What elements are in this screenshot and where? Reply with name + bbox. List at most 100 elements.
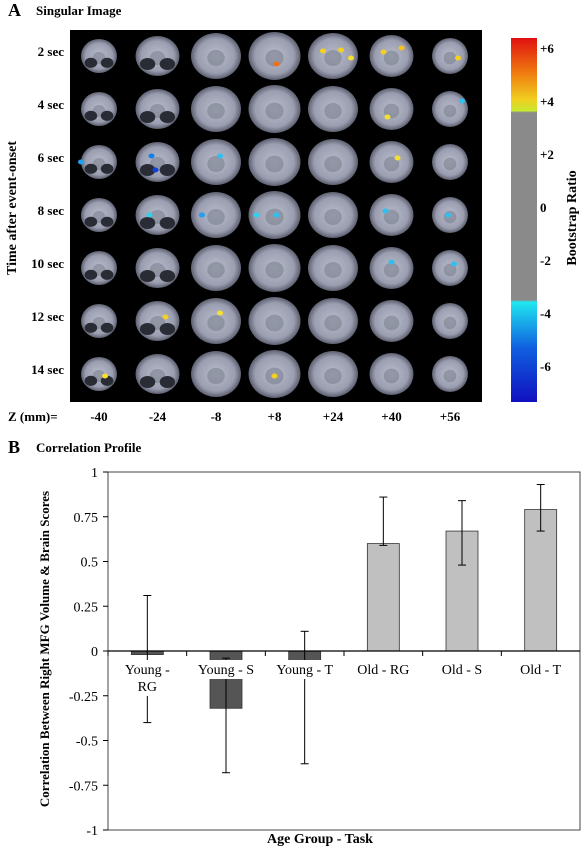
y-tick-label: -1 (86, 824, 98, 839)
row-label: 14 sec (31, 362, 64, 377)
brain-slice (369, 300, 414, 342)
row-label: 10 sec (31, 256, 64, 271)
y-tick-label: -0.5 (76, 735, 98, 750)
brain-slice (248, 85, 301, 133)
y-tick-label: 0.75 (74, 511, 99, 526)
brain-slice (248, 138, 301, 186)
x-category-label: Young -RG (119, 660, 176, 696)
brain-slice (135, 142, 180, 182)
brain-slice (248, 32, 301, 80)
activation-blob (320, 48, 326, 54)
brain-slice (432, 250, 468, 286)
colorbar-tick-label: -4 (540, 306, 551, 321)
brain-slice (308, 245, 358, 291)
bar-chart: 1 0.75 0.5 0.25 0 -0.25 -0.5 -0.75 -1 Young -RG Yo… (69, 466, 581, 839)
colorbar-tick-label: -2 (540, 253, 551, 268)
activation-blob (338, 47, 344, 53)
z-value-label: -8 (210, 409, 222, 424)
x-category-label: Old - T (512, 660, 569, 679)
activation-blob (445, 212, 451, 218)
svg-text:Young - T: Young - T (276, 663, 333, 678)
brain-slice (248, 244, 301, 292)
activation-blob (394, 155, 401, 161)
brain-slice (135, 301, 180, 341)
colorbar-tick-label: -6 (540, 359, 551, 374)
brain-slice (135, 89, 180, 129)
activation-blob (384, 114, 391, 120)
brain-slice (81, 304, 117, 338)
z-value-label: -40 (90, 409, 108, 424)
brain-slice (135, 36, 180, 76)
x-category-label: Old - RG (351, 660, 416, 679)
brain-slice (308, 351, 358, 397)
activation-blob (459, 98, 465, 104)
svg-text:Old - T: Old - T (520, 663, 561, 678)
row-label: 4 sec (37, 97, 64, 112)
brain-slice (81, 357, 117, 391)
activation-blob (162, 314, 169, 320)
brain-slice (81, 198, 117, 232)
brain-slice (432, 38, 468, 74)
panel-a-letter: A (8, 0, 21, 20)
x-category-label: Old - S (433, 660, 491, 679)
activation-blob (388, 259, 395, 265)
activation-blob (217, 310, 223, 316)
z-label: Z (mm)= (8, 409, 58, 424)
brain-slice (81, 145, 117, 179)
activation-blob (146, 212, 153, 218)
brain-slice (369, 247, 414, 289)
activation-blob (217, 153, 223, 159)
row-label: 12 sec (31, 309, 64, 324)
brain-slice (369, 35, 414, 77)
brain-slice (369, 141, 414, 183)
activation-blob (152, 167, 159, 173)
activation-blob (455, 55, 461, 61)
chart-x-axis-label: Age Group - Task (267, 832, 373, 847)
brain-slice (81, 92, 117, 126)
brain-slice (432, 356, 468, 392)
brain-slice (369, 353, 414, 395)
brain-slice (369, 194, 414, 236)
brain-slice (191, 192, 241, 238)
y-tick-label: -0.25 (69, 690, 98, 705)
brain-slice (81, 251, 117, 285)
brain-slice (308, 139, 358, 185)
brain-slice (308, 86, 358, 132)
colorbar-tick-label: +4 (540, 94, 554, 109)
brain-slice (308, 192, 358, 238)
brain-slice (191, 351, 241, 397)
y-tick-label: 0.5 (81, 556, 99, 571)
x-category-label: Young - T (269, 660, 341, 679)
z-value-label: -24 (148, 409, 167, 424)
svg-text:Old - S: Old - S (442, 663, 482, 678)
brain-slice (308, 298, 358, 344)
svg-text:Old - RG: Old - RG (357, 663, 409, 678)
brain-slice (135, 195, 180, 235)
bar (524, 509, 558, 652)
activation-blob (102, 373, 108, 379)
brain-slice (432, 303, 468, 339)
brain-slice (135, 248, 180, 288)
activation-blob (78, 159, 84, 165)
brain-slice (135, 354, 180, 394)
brain-slice (191, 139, 241, 185)
activation-blob (398, 45, 405, 51)
y-tick-label: 0 (91, 645, 98, 660)
brain-slice (81, 39, 117, 73)
activation-blob (382, 208, 389, 214)
bar (366, 543, 400, 652)
colorbar-tick-label: +6 (540, 41, 554, 56)
row-label: 6 sec (37, 150, 64, 165)
panel-b-title: Correlation Profile (36, 440, 142, 455)
activation-blob (348, 55, 354, 61)
z-value-label: +40 (381, 409, 402, 424)
activation-blob (451, 261, 457, 267)
colorbar-tick-label: +2 (540, 147, 554, 162)
colorbar-tick-label: 0 (540, 200, 547, 215)
panel-a-title: Singular Image (36, 3, 122, 18)
y-tick-label: -0.75 (69, 779, 98, 794)
brain-slice (191, 33, 241, 79)
activation-blob (199, 212, 205, 218)
brain-slices-svg (78, 32, 468, 398)
colorbar (511, 38, 537, 402)
